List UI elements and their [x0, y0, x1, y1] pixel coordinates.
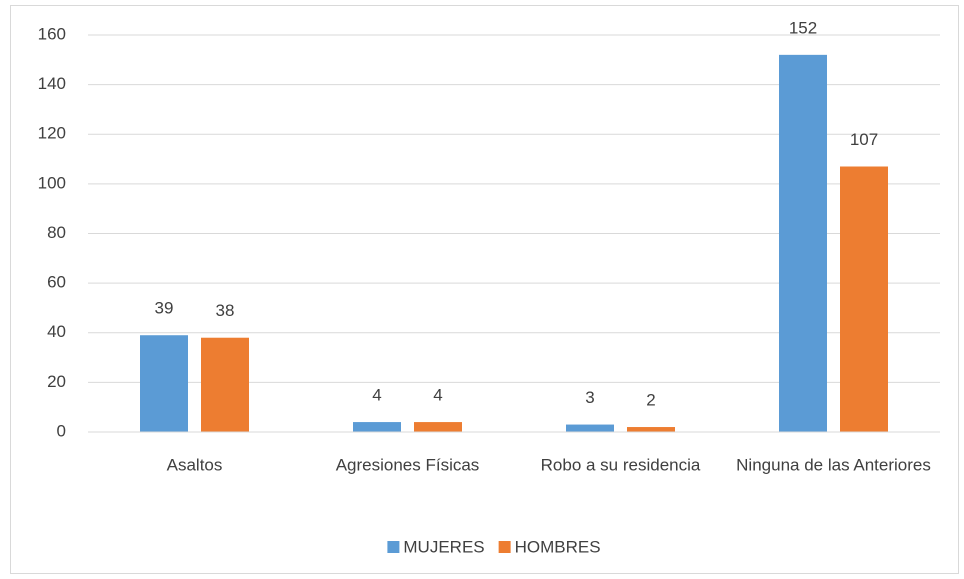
bar: [414, 422, 462, 432]
x-tick-label: Agresiones Físicas: [336, 455, 480, 474]
data-label: 38: [216, 301, 235, 320]
x-tick-label: Robo a su residencia: [541, 455, 701, 474]
bar: [779, 54, 827, 432]
y-tick-label: 0: [57, 421, 66, 440]
bar: [140, 335, 188, 432]
bar: [627, 427, 675, 432]
y-tick-label: 80: [47, 223, 66, 242]
y-tick-label: 160: [38, 24, 66, 43]
legend-label: HOMBRES: [515, 537, 601, 556]
data-label: 39: [155, 299, 174, 318]
x-tick-label: Asaltos: [167, 455, 223, 474]
legend-swatch: [387, 541, 400, 553]
y-tick-label: 100: [38, 173, 66, 192]
legend-label: MUJERES: [403, 537, 484, 556]
data-label: 152: [789, 18, 817, 37]
data-label: 107: [850, 130, 878, 149]
bar: [840, 166, 888, 432]
x-tick-label: Ninguna de las Anteriores: [736, 455, 931, 474]
y-tick-label: 20: [47, 372, 66, 391]
data-label: 4: [372, 386, 381, 405]
data-label: 3: [585, 388, 594, 407]
y-tick-label: 60: [47, 273, 66, 292]
legend: MUJERES HOMBRES: [387, 537, 601, 556]
legend-swatch: [498, 541, 511, 553]
y-tick-label: 120: [38, 124, 66, 143]
bar: [353, 422, 401, 432]
bar: [566, 424, 614, 432]
data-label: 4: [433, 386, 442, 405]
data-label: 2: [646, 391, 655, 410]
y-tick-label: 140: [38, 74, 66, 93]
y-tick-label: 40: [47, 322, 66, 341]
bar: [201, 337, 249, 432]
